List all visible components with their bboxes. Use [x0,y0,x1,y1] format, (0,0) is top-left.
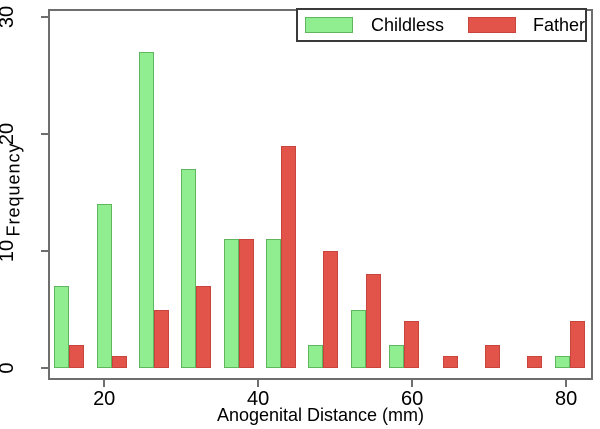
bar-childless-12 [554,356,570,368]
y-tick-30 [41,15,48,18]
legend-label-father: Father [532,15,585,35]
bar-childless-7 [350,309,366,368]
bar-father-10 [485,344,500,368]
x-tick-label-20: 20 [93,388,116,410]
x-tick-label-40: 40 [246,388,270,410]
x-tick-40 [257,380,260,387]
bar-father-12 [569,321,585,368]
plot-area [48,9,593,380]
bar-childless-3 [181,169,197,368]
x-axis-title: Anogenital Distance (mm) [216,405,425,425]
x-tick-label-60: 60 [400,388,424,410]
bar-father-4 [238,239,254,368]
bar-father-3 [196,286,212,368]
bar-father-9 [442,356,458,368]
y-tick-label-0: 0 [0,346,18,390]
bar-childless-8 [389,344,405,368]
x-tick-20 [103,380,106,387]
bar-father-0 [69,344,85,368]
bar-childless-2 [139,52,154,368]
bar-father-11 [527,356,543,368]
x-tick-80 [565,380,568,387]
bar-childless-4 [223,239,239,368]
y-tick-20 [41,132,48,135]
bar-father-1 [111,356,127,368]
bar-childless-0 [54,286,70,368]
bar-father-6 [323,251,339,368]
y-tick-label-30: 30 [0,5,18,29]
y-tick-10 [41,250,48,252]
bar-childless-6 [308,344,324,368]
bar-father-5 [281,145,296,368]
legend-swatch-father [468,17,516,33]
x-tick-label-80: 80 [554,388,578,410]
y-tick-0 [41,367,48,369]
bar-father-8 [404,321,420,368]
bar-father-2 [154,309,169,368]
y-axis-title: Frequency [3,141,24,237]
x-tick-60 [411,380,414,387]
bar-childless-5 [266,239,281,368]
legend: Childless Father [296,8,587,42]
bar-childless-1 [96,204,112,368]
bar-father-7 [365,274,381,368]
legend-swatch-childless [305,17,353,33]
legend-label-childless: Childless [370,15,444,35]
